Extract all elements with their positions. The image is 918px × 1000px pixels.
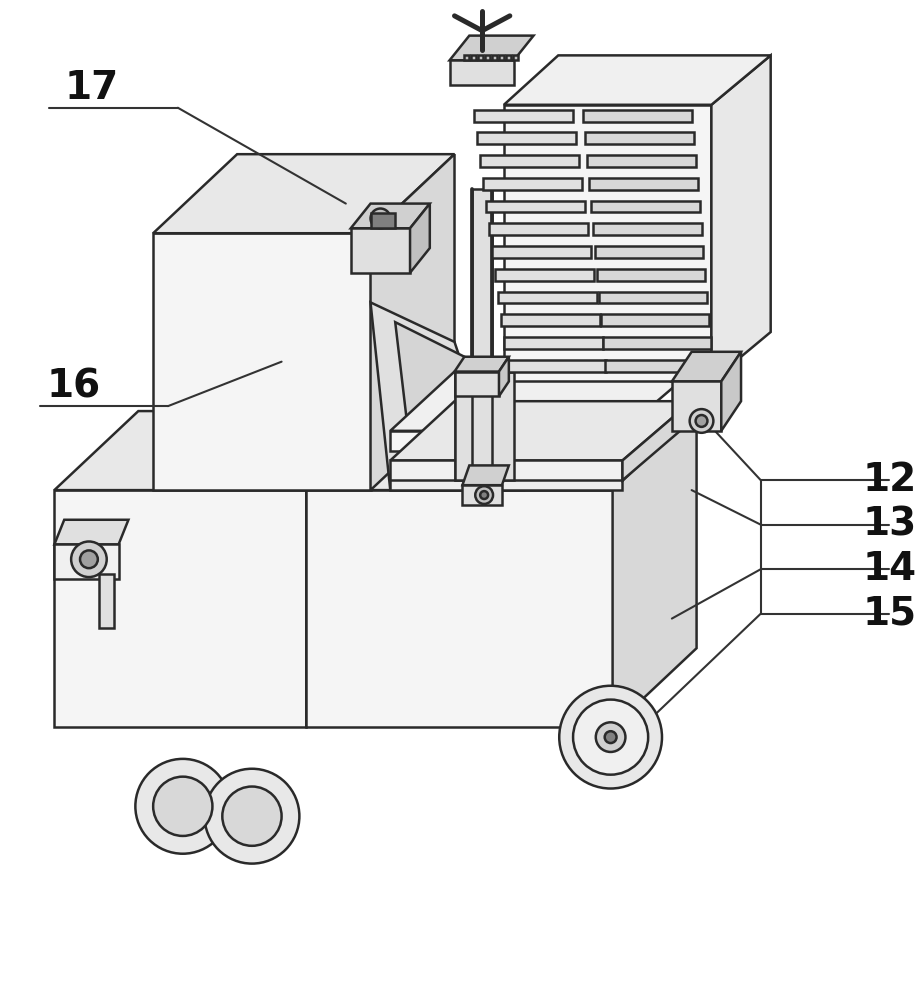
Polygon shape bbox=[390, 475, 622, 490]
Polygon shape bbox=[54, 520, 129, 544]
Polygon shape bbox=[672, 381, 722, 431]
Circle shape bbox=[222, 787, 282, 846]
Polygon shape bbox=[450, 60, 514, 85]
Polygon shape bbox=[711, 55, 771, 381]
Polygon shape bbox=[603, 337, 711, 349]
Polygon shape bbox=[583, 110, 691, 122]
Circle shape bbox=[559, 686, 662, 789]
Polygon shape bbox=[498, 292, 597, 303]
Polygon shape bbox=[351, 228, 410, 273]
Polygon shape bbox=[371, 302, 504, 490]
Text: 16: 16 bbox=[47, 367, 101, 405]
Polygon shape bbox=[153, 154, 454, 233]
Polygon shape bbox=[504, 55, 771, 105]
Polygon shape bbox=[390, 401, 691, 460]
Circle shape bbox=[135, 759, 230, 854]
Polygon shape bbox=[585, 132, 694, 144]
Polygon shape bbox=[351, 204, 430, 228]
Polygon shape bbox=[463, 465, 509, 485]
Circle shape bbox=[480, 491, 488, 499]
Circle shape bbox=[205, 769, 299, 864]
Circle shape bbox=[476, 486, 493, 504]
Circle shape bbox=[696, 415, 708, 427]
Circle shape bbox=[573, 700, 648, 775]
Polygon shape bbox=[371, 154, 454, 490]
Polygon shape bbox=[485, 55, 490, 60]
Polygon shape bbox=[499, 55, 504, 60]
Polygon shape bbox=[54, 490, 307, 727]
Text: 12: 12 bbox=[862, 461, 916, 499]
Polygon shape bbox=[492, 55, 497, 60]
Polygon shape bbox=[501, 314, 599, 326]
Polygon shape bbox=[54, 544, 118, 579]
Polygon shape bbox=[410, 204, 430, 273]
Text: 13: 13 bbox=[862, 506, 916, 544]
Polygon shape bbox=[487, 201, 585, 212]
Circle shape bbox=[153, 777, 212, 836]
Polygon shape bbox=[454, 372, 499, 396]
Polygon shape bbox=[492, 372, 514, 480]
Polygon shape bbox=[390, 431, 622, 451]
Polygon shape bbox=[495, 269, 594, 281]
Circle shape bbox=[689, 409, 713, 433]
Polygon shape bbox=[465, 55, 469, 60]
Polygon shape bbox=[492, 246, 591, 258]
Polygon shape bbox=[612, 411, 697, 727]
Polygon shape bbox=[591, 201, 700, 212]
Polygon shape bbox=[478, 55, 483, 60]
Polygon shape bbox=[454, 372, 472, 480]
Polygon shape bbox=[599, 292, 708, 303]
Polygon shape bbox=[593, 223, 701, 235]
Circle shape bbox=[596, 722, 625, 752]
Circle shape bbox=[371, 209, 390, 228]
Polygon shape bbox=[600, 314, 710, 326]
Polygon shape bbox=[307, 490, 612, 727]
Polygon shape bbox=[499, 357, 509, 396]
Polygon shape bbox=[480, 155, 579, 167]
Polygon shape bbox=[595, 246, 703, 258]
Polygon shape bbox=[507, 360, 606, 372]
Polygon shape bbox=[307, 411, 390, 727]
Polygon shape bbox=[483, 178, 582, 190]
Polygon shape bbox=[588, 178, 698, 190]
Polygon shape bbox=[504, 337, 603, 349]
Polygon shape bbox=[622, 401, 691, 480]
Text: 17: 17 bbox=[65, 69, 119, 107]
Polygon shape bbox=[672, 352, 741, 381]
Polygon shape bbox=[450, 36, 533, 60]
Polygon shape bbox=[513, 55, 518, 60]
Polygon shape bbox=[471, 55, 476, 60]
Polygon shape bbox=[307, 411, 697, 490]
Polygon shape bbox=[396, 322, 523, 490]
Polygon shape bbox=[597, 269, 705, 281]
Polygon shape bbox=[489, 223, 588, 235]
Polygon shape bbox=[472, 189, 492, 500]
Polygon shape bbox=[371, 213, 396, 228]
Circle shape bbox=[605, 731, 617, 743]
Polygon shape bbox=[506, 55, 510, 60]
Circle shape bbox=[71, 541, 106, 577]
Polygon shape bbox=[390, 372, 691, 431]
Polygon shape bbox=[54, 411, 390, 490]
Polygon shape bbox=[390, 416, 691, 475]
Polygon shape bbox=[99, 574, 114, 628]
Polygon shape bbox=[463, 485, 502, 505]
Polygon shape bbox=[454, 357, 509, 372]
Polygon shape bbox=[153, 233, 371, 490]
Polygon shape bbox=[390, 460, 622, 480]
Text: 14: 14 bbox=[862, 550, 916, 588]
Polygon shape bbox=[722, 352, 741, 431]
Polygon shape bbox=[504, 105, 711, 381]
Polygon shape bbox=[605, 360, 713, 372]
Polygon shape bbox=[587, 155, 696, 167]
Polygon shape bbox=[454, 372, 494, 480]
Polygon shape bbox=[475, 110, 573, 122]
Text: 15: 15 bbox=[862, 595, 916, 633]
Circle shape bbox=[80, 550, 98, 568]
Polygon shape bbox=[477, 132, 576, 144]
